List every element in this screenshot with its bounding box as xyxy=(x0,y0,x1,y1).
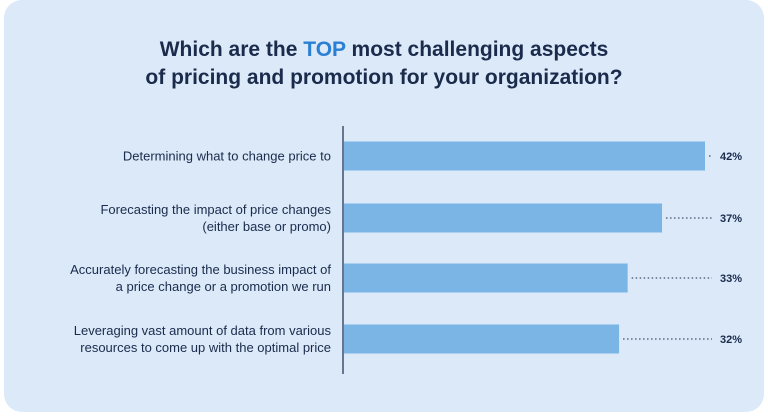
bar-2 xyxy=(344,203,663,233)
value-label-2: 37% xyxy=(720,213,742,225)
chart-title-line-1: Which are the TOP most challenging aspec… xyxy=(0,36,768,64)
value-label-3: 33% xyxy=(720,273,742,285)
title-text-post: most challenging aspects xyxy=(345,38,609,61)
bar-1 xyxy=(344,141,705,171)
title-highlight: TOP xyxy=(303,38,346,61)
category-label-1-line-1: Determining what to change price to xyxy=(123,149,331,164)
category-label-2-line-2: (either base or promo) xyxy=(202,219,331,234)
chart-title-line-2: of pricing and promotion for your organi… xyxy=(145,66,623,89)
category-label-3-line-2: a price change or a promotion we run xyxy=(116,279,331,294)
title-text-pre: Which are the xyxy=(159,38,304,61)
category-label-4-line-2: resources to come up with the optimal pr… xyxy=(80,340,331,355)
category-label-2-line-1: Forecasting the impact of price changes xyxy=(100,202,331,217)
bar-4 xyxy=(344,324,620,354)
chart-title: Which are the TOP most challenging aspec… xyxy=(0,36,768,92)
value-label-4: 32% xyxy=(720,334,742,346)
bar-3 xyxy=(344,263,628,293)
category-label-3-line-1: Accurately forecasting the business impa… xyxy=(70,262,331,277)
category-label-4-line-1: Leveraging vast amount of data from vari… xyxy=(74,323,332,338)
value-label-1: 42% xyxy=(720,151,742,163)
